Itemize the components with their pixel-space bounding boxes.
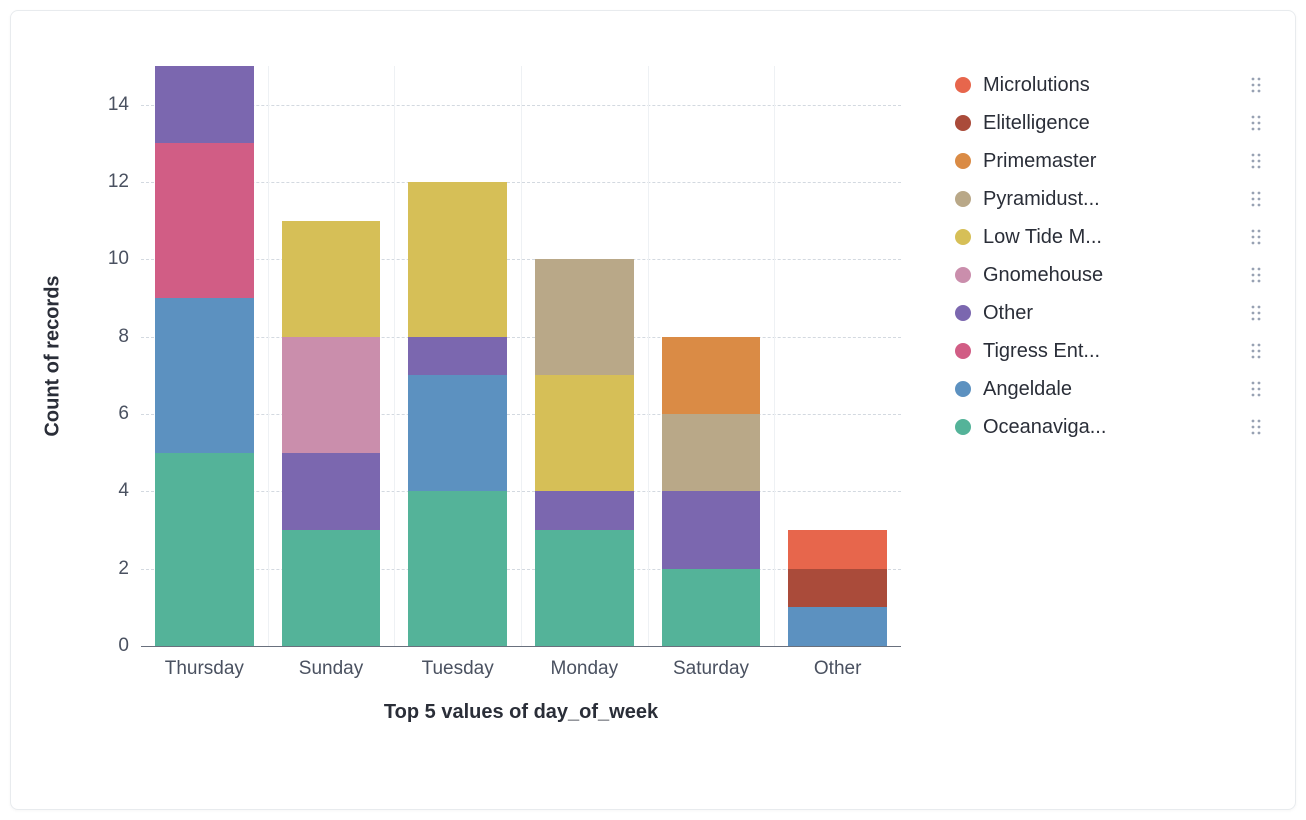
- drag-handle-icon[interactable]: [1251, 153, 1265, 169]
- legend-item[interactable]: Angeldale: [955, 370, 1265, 408]
- bar-segment[interactable]: [408, 337, 507, 376]
- legend-label: Low Tide M...: [983, 226, 1243, 249]
- bar-segment[interactable]: [788, 569, 887, 608]
- bar-segment[interactable]: [155, 298, 254, 453]
- bar-segment[interactable]: [788, 607, 887, 646]
- bar-segment[interactable]: [282, 221, 381, 337]
- y-gridline: [141, 646, 901, 647]
- legend-label: Pyramidust...: [983, 188, 1243, 211]
- drag-handle-icon[interactable]: [1251, 419, 1265, 435]
- bar-segment[interactable]: [535, 375, 634, 491]
- legend-label: Other: [983, 302, 1243, 325]
- legend-item[interactable]: Gnomehouse: [955, 256, 1265, 294]
- x-tick-label: Other: [814, 658, 862, 680]
- bar-segment[interactable]: [282, 453, 381, 530]
- x-tick-label: Sunday: [299, 658, 363, 680]
- chart-legend: Microlutions Elitelligence Primemaster Pyra…: [955, 66, 1265, 446]
- bar-segment[interactable]: [662, 569, 761, 646]
- bar-segment[interactable]: [535, 259, 634, 375]
- legend-swatch: [955, 267, 971, 283]
- bar-segment[interactable]: [788, 530, 887, 569]
- legend-item[interactable]: Pyramidust...: [955, 180, 1265, 218]
- y-axis-label: Count of records: [42, 275, 65, 436]
- legend-swatch: [955, 153, 971, 169]
- legend-swatch: [955, 229, 971, 245]
- legend-item[interactable]: Primemaster: [955, 142, 1265, 180]
- legend-swatch: [955, 381, 971, 397]
- legend-item[interactable]: Elitelligence: [955, 104, 1265, 142]
- bar-segment[interactable]: [662, 491, 761, 568]
- drag-handle-icon[interactable]: [1251, 381, 1265, 397]
- bar-segment[interactable]: [282, 530, 381, 646]
- legend-item[interactable]: Low Tide M...: [955, 218, 1265, 256]
- x-tick-label: Tuesday: [422, 658, 494, 680]
- x-gridline: [648, 66, 649, 646]
- legend-label: Tigress Ent...: [983, 340, 1243, 363]
- y-tick-label: 6: [118, 403, 129, 425]
- legend-label: Angeldale: [983, 378, 1243, 401]
- legend-label: Elitelligence: [983, 112, 1243, 135]
- legend-swatch: [955, 305, 971, 321]
- legend-label: Oceanaviga...: [983, 416, 1243, 439]
- drag-handle-icon[interactable]: [1251, 267, 1265, 283]
- bar-segment[interactable]: [408, 491, 507, 646]
- legend-label: Primemaster: [983, 150, 1243, 173]
- x-tick-label: Thursday: [165, 658, 244, 680]
- x-tick-label: Monday: [551, 658, 619, 680]
- legend-label: Gnomehouse: [983, 264, 1243, 287]
- bar-segment[interactable]: [662, 414, 761, 491]
- drag-handle-icon[interactable]: [1251, 191, 1265, 207]
- y-tick-label: 4: [118, 480, 129, 502]
- bar-segment[interactable]: [155, 143, 254, 298]
- legend-item[interactable]: Other: [955, 294, 1265, 332]
- chart-plot-area: Count of records Top 5 values of day_of_…: [141, 66, 901, 646]
- legend-swatch: [955, 343, 971, 359]
- legend-label: Microlutions: [983, 74, 1243, 97]
- legend-swatch: [955, 419, 971, 435]
- bar-segment[interactable]: [535, 491, 634, 530]
- x-axis-label: Top 5 values of day_of_week: [384, 701, 658, 724]
- drag-handle-icon[interactable]: [1251, 305, 1265, 321]
- x-gridline: [774, 66, 775, 646]
- y-tick-label: 14: [108, 94, 129, 116]
- legend-swatch: [955, 191, 971, 207]
- bar-segment[interactable]: [155, 66, 254, 143]
- drag-handle-icon[interactable]: [1251, 115, 1265, 131]
- chart-card: Count of records Top 5 values of day_of_…: [10, 10, 1296, 810]
- y-tick-label: 10: [108, 248, 129, 270]
- y-tick-label: 12: [108, 171, 129, 193]
- bar-segment[interactable]: [408, 182, 507, 337]
- x-gridline: [521, 66, 522, 646]
- y-tick-label: 0: [118, 635, 129, 657]
- legend-item[interactable]: Tigress Ent...: [955, 332, 1265, 370]
- legend-swatch: [955, 77, 971, 93]
- bar-segment[interactable]: [535, 530, 634, 646]
- y-tick-label: 2: [118, 558, 129, 580]
- x-gridline: [394, 66, 395, 646]
- bar-segment[interactable]: [155, 453, 254, 646]
- bar-segment[interactable]: [408, 375, 507, 491]
- legend-item[interactable]: Oceanaviga...: [955, 408, 1265, 446]
- bar-segment[interactable]: [662, 337, 761, 414]
- legend-swatch: [955, 115, 971, 131]
- x-gridline: [268, 66, 269, 646]
- y-tick-label: 8: [118, 326, 129, 348]
- legend-item[interactable]: Microlutions: [955, 66, 1265, 104]
- drag-handle-icon[interactable]: [1251, 229, 1265, 245]
- drag-handle-icon[interactable]: [1251, 343, 1265, 359]
- drag-handle-icon[interactable]: [1251, 77, 1265, 93]
- bar-segment[interactable]: [282, 337, 381, 453]
- x-tick-label: Saturday: [673, 658, 749, 680]
